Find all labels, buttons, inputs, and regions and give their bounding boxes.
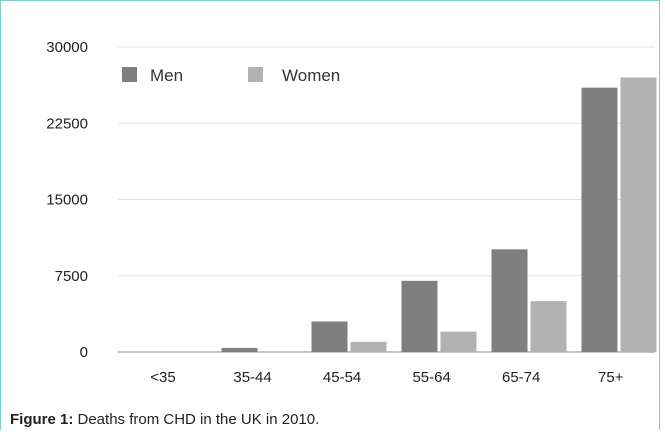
y-tick-label: 7500 [55, 268, 88, 285]
y-tick-label: 30000 [46, 39, 88, 56]
y-axis-ticks: 0 7500 15000 22500 30000 [46, 39, 88, 361]
legend-swatch-women [248, 67, 263, 82]
legend-swatch-men [122, 67, 137, 82]
bar-men [401, 280, 438, 352]
bars [221, 77, 657, 353]
bar-men [491, 249, 528, 352]
caption-text: Deaths from CHD in the UK in 2010. [73, 411, 320, 428]
x-tick-label: 35-44 [233, 369, 271, 386]
x-tick-label: 75+ [598, 369, 624, 386]
bar-women [440, 331, 477, 352]
figure-caption: Figure 1: Deaths from CHD in the UK in 2… [10, 411, 319, 428]
bar-men [311, 321, 348, 352]
legend-label-women: Women [282, 66, 340, 85]
bar-men [221, 347, 258, 352]
x-tick-label: 65-74 [502, 369, 540, 386]
bar-women [530, 301, 567, 352]
y-tick-label: 0 [80, 344, 88, 361]
x-tick-label: 55-64 [412, 369, 450, 386]
legend: Men Women [122, 66, 340, 85]
x-axis-ticks: <35 35-44 45-54 55-64 65-74 75+ [150, 369, 623, 386]
y-tick-label: 22500 [46, 115, 88, 132]
y-tick-label: 15000 [46, 192, 88, 209]
gridlines [118, 46, 655, 353]
bar-men [581, 87, 618, 353]
x-tick-label: 45-54 [323, 369, 361, 386]
caption-label: Figure 1: [10, 411, 74, 428]
x-tick-label: <35 [150, 369, 175, 386]
bar-women [350, 341, 387, 352]
legend-label-men: Men [150, 66, 183, 85]
bar-women [620, 77, 657, 352]
bar-chart: 0 7500 15000 22500 30000 <35 35-44 45-54 55-64 6… [46, 39, 657, 386]
